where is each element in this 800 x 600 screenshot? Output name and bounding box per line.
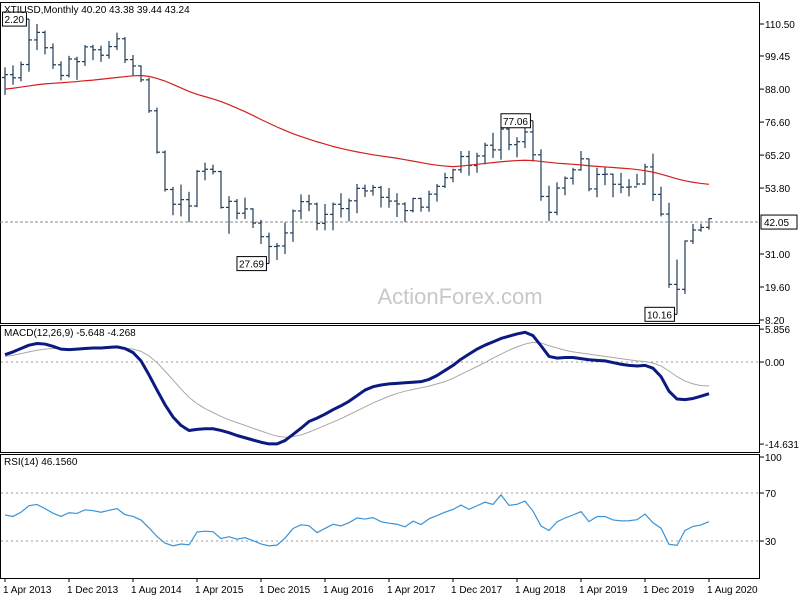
price-label-box [760,214,798,230]
x-tick-label: 1 Aug 2018 [515,585,566,596]
y-tick-label: 76.60 [765,118,790,129]
y-tick-label: 110.50 [765,20,795,31]
moving-average [4,74,710,185]
price-panel [0,2,760,324]
y-tick-label: 70 [765,489,777,500]
x-tick-label: 1 Dec 2013 [67,585,119,596]
y-tick-label: 8.20 [765,316,785,327]
y-tick-label: -14.631 [765,440,799,451]
rsi-panel [0,454,760,579]
y-tick-label: 53.80 [765,184,790,195]
x-tick-label: 1 Dec 2015 [259,585,311,596]
x-tick-label: 1 Aug 2016 [323,585,374,596]
extreme-label: 27.69 [239,260,264,271]
y-tick-label: 100 [765,453,782,464]
x-tick-label: 1 Aug 2020 [707,585,758,596]
y-tick-label: 99.45 [765,52,790,63]
panel-title: RSI(14) 46.1560 [4,457,78,468]
y-tick-label: 65.20 [765,151,790,162]
x-tick-label: 1 Aug 2014 [131,585,182,596]
y-tick-label: 30 [765,537,777,548]
y-tick-label: 19.60 [765,283,790,294]
extreme-label: 77.06 [503,117,528,128]
macd-panel [0,325,760,453]
panel-title: MACD(12,26,9) -5.648 -4.268 [4,328,136,339]
x-tick-label: 1 Apr 2015 [195,585,244,596]
y-tick-label: 88.00 [765,85,790,96]
watermark: ActionForex.com [377,284,542,309]
y-tick-label: 0.00 [765,358,785,369]
extreme-label: 10.16 [647,310,672,321]
panel-title: XTIUSD,Monthly 40.20 43.38 39.44 43.24 [4,5,190,16]
rsi-line [4,493,710,547]
extreme-label: 2.20 [5,15,25,26]
x-tick-label: 1 Apr 2017 [387,585,436,596]
price-label: 42.05 [764,218,789,229]
x-tick-label: 1 Dec 2017 [451,585,503,596]
x-tick-label: 1 Apr 2019 [579,585,628,596]
y-tick-label: 5.856 [765,325,790,336]
y-tick-label: 31.00 [765,250,790,261]
x-tick-label: 1 Dec 2019 [643,585,695,596]
macd-line [4,330,710,446]
x-tick-label: 1 Apr 2013 [3,585,52,596]
